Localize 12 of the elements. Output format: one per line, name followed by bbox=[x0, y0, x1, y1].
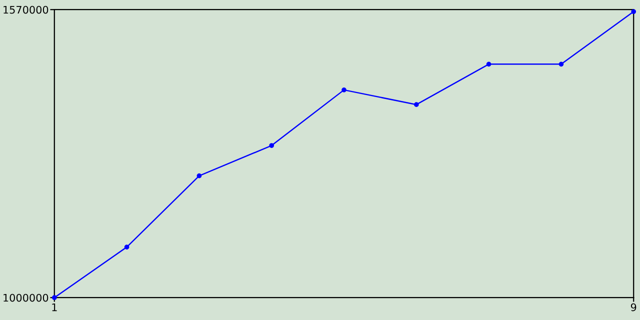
x-tick-label: 1 bbox=[52, 303, 57, 312]
point bbox=[196, 173, 202, 178]
point bbox=[414, 102, 419, 108]
point bbox=[269, 143, 274, 148]
point bbox=[486, 62, 492, 67]
point bbox=[631, 9, 636, 14]
x-tick-label: 9 bbox=[630, 303, 636, 312]
point bbox=[558, 62, 564, 67]
point bbox=[124, 244, 130, 250]
y-tick-label: 1570000 bbox=[4, 6, 48, 14]
point bbox=[342, 88, 346, 92]
y-tick-label: 1000000 bbox=[4, 294, 48, 302]
